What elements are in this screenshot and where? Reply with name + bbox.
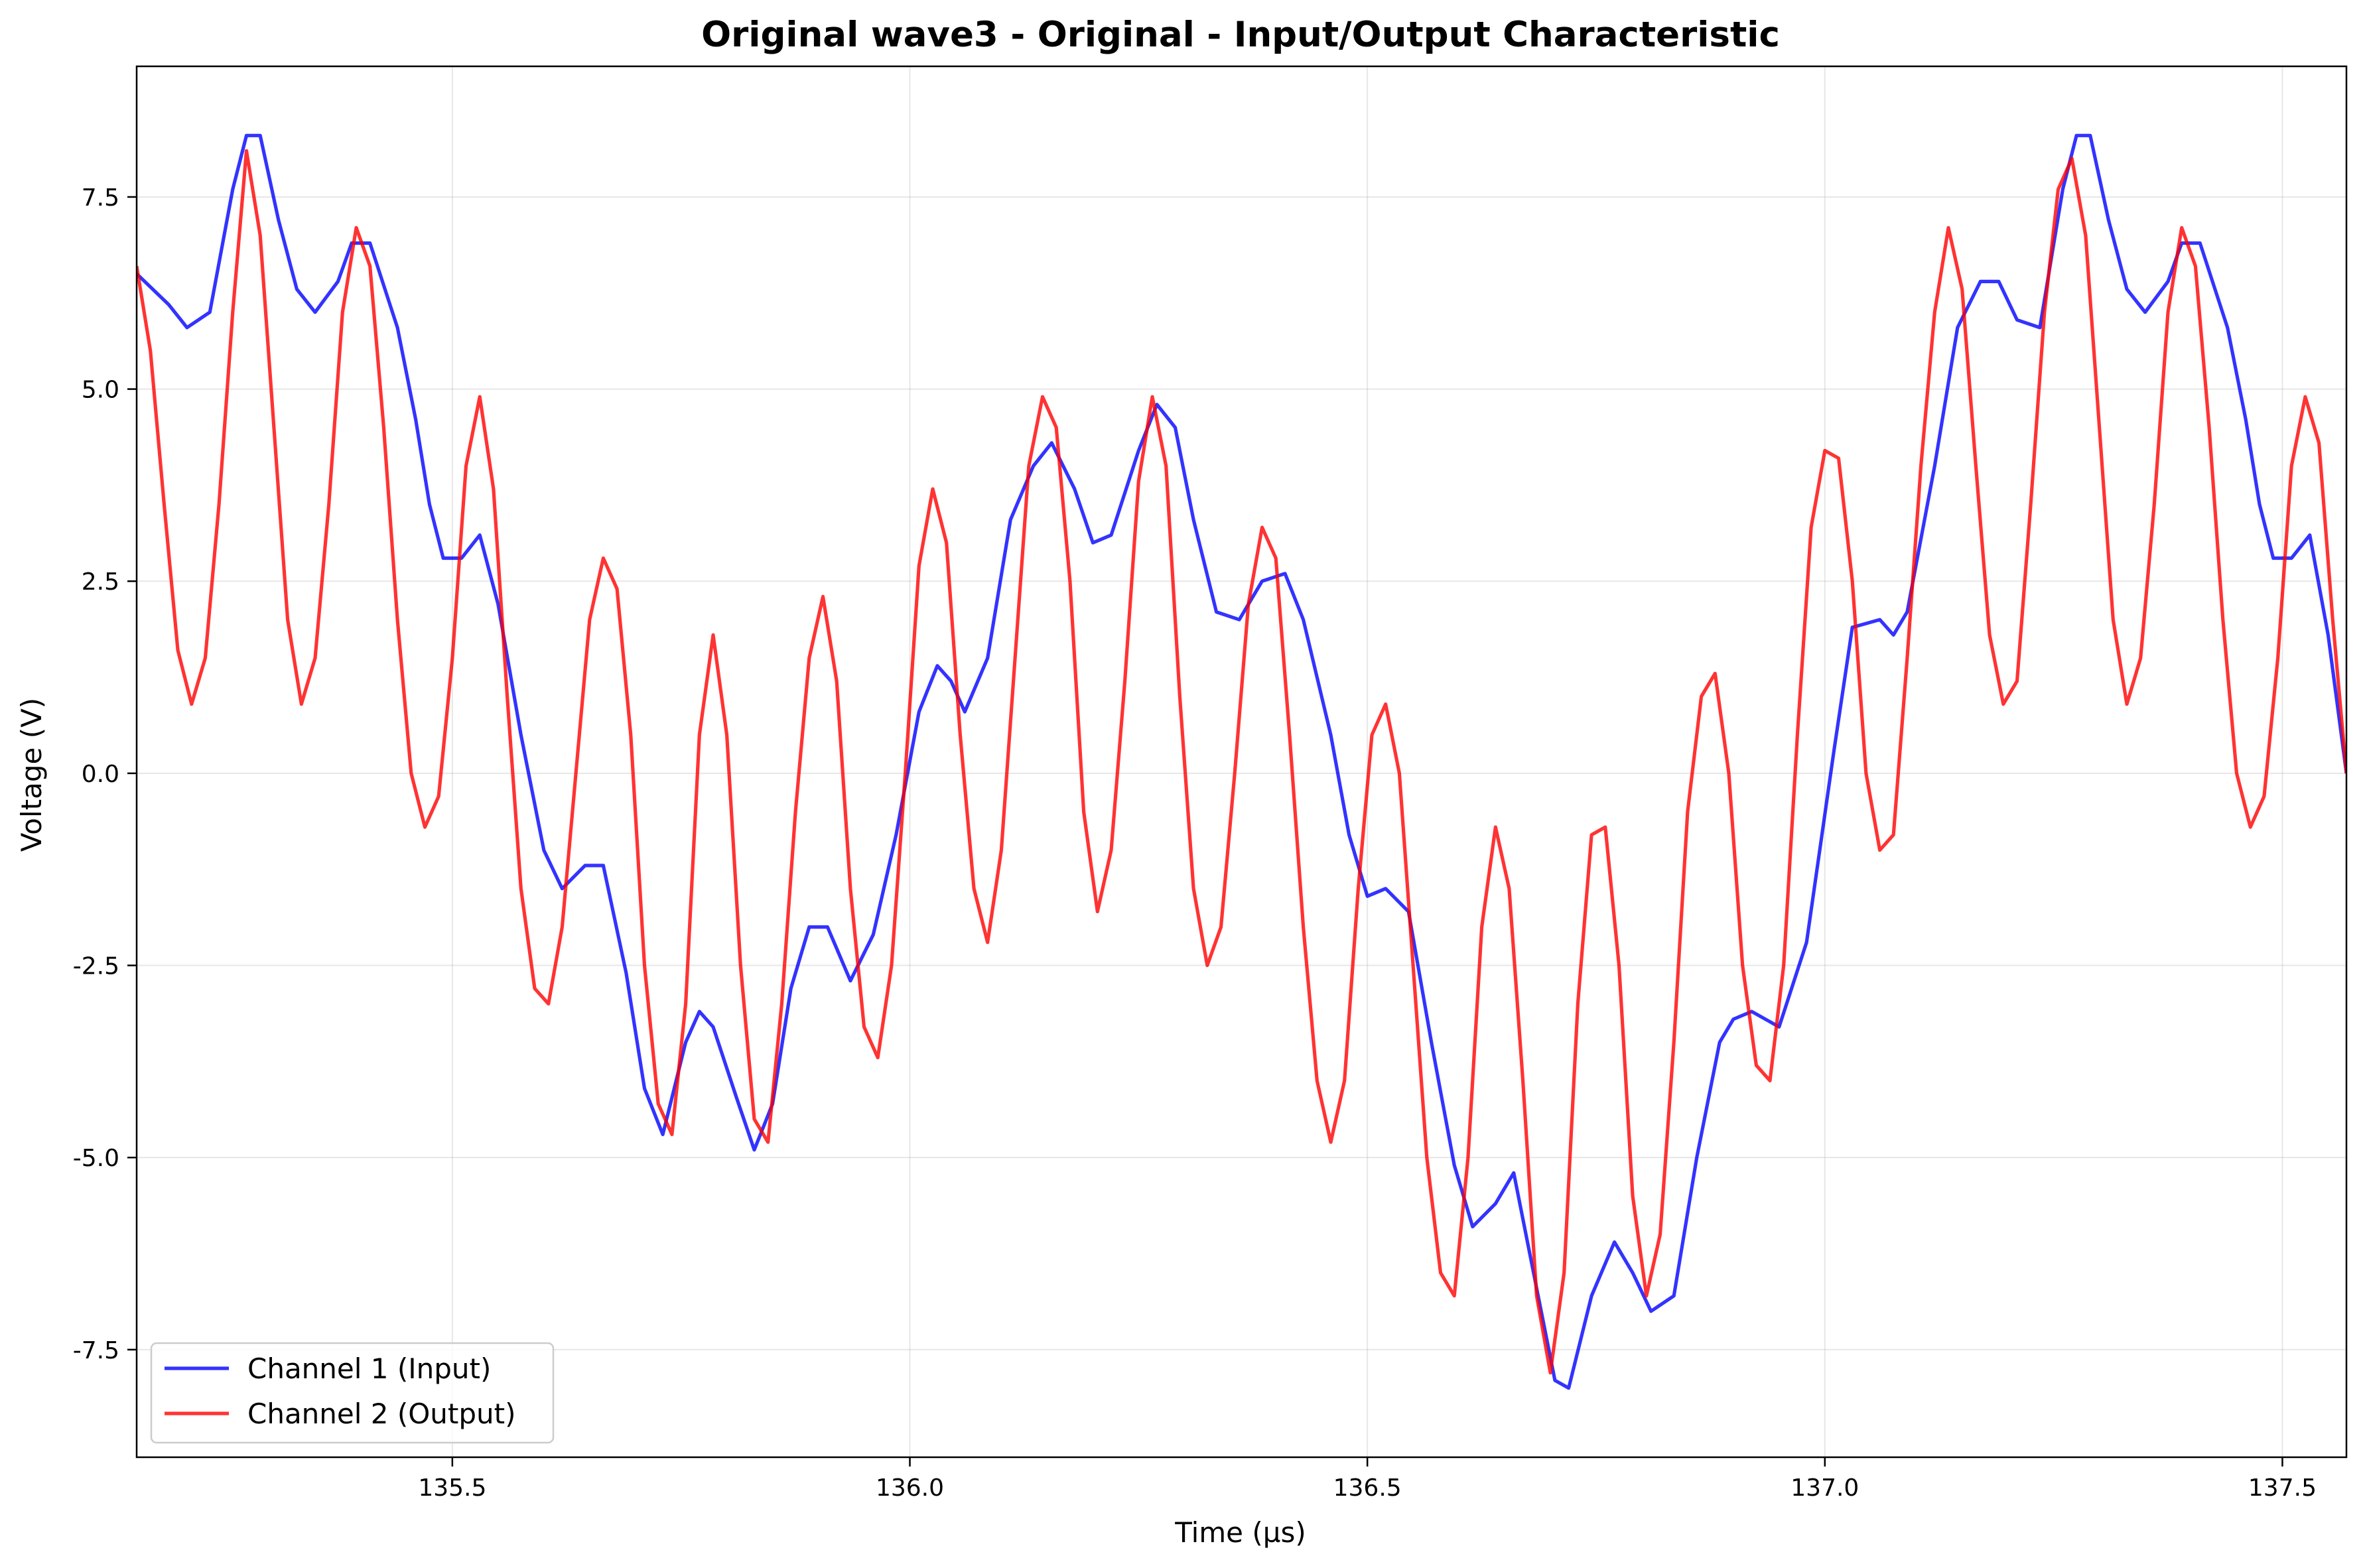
x-tick-label: 136.5 [1333, 1474, 1402, 1502]
series-layer [137, 133, 2346, 1390]
y-tick-label: 7.5 [82, 184, 119, 212]
y-tick-label: -2.5 [73, 953, 119, 980]
legend-label-input: Channel 1 (Input) [247, 1352, 491, 1385]
x-tick-label: 136.0 [876, 1474, 944, 1502]
series-line-input [137, 133, 2346, 1390]
chart-title: Original wave3 - Original - Input/Output… [701, 15, 1780, 55]
legend-frame [150, 1342, 555, 1444]
y-tick-label: 5.0 [82, 377, 119, 404]
y-axis-ticks: -7.5 -5.0 -2.5 0.0 2.5 5.0 7.5 [73, 184, 137, 1364]
y-tick-label: -5.0 [73, 1145, 119, 1172]
y-tick-label: 2.5 [82, 568, 119, 596]
y-axis-label: Voltage (V) [15, 698, 48, 852]
x-tick-label: 135.5 [418, 1474, 486, 1502]
series-line-output [137, 149, 2346, 1375]
x-tick-label: 137.0 [1791, 1474, 1859, 1502]
y-tick-label: -7.5 [73, 1337, 119, 1364]
legend: Channel 1 (Input) Channel 2 (Output) [150, 1342, 555, 1444]
x-tick-label: 137.5 [2248, 1474, 2317, 1502]
y-tick-label: 0.0 [82, 761, 119, 788]
x-axis-label: Time (µs) [1174, 1516, 1306, 1549]
plot-area [137, 133, 2346, 1390]
legend-label-output: Channel 2 (Output) [247, 1398, 516, 1430]
axes-frame [135, 65, 2348, 1459]
x-axis-ticks: 135.5 136.0 136.5 137.0 137.5 [418, 1457, 2317, 1502]
